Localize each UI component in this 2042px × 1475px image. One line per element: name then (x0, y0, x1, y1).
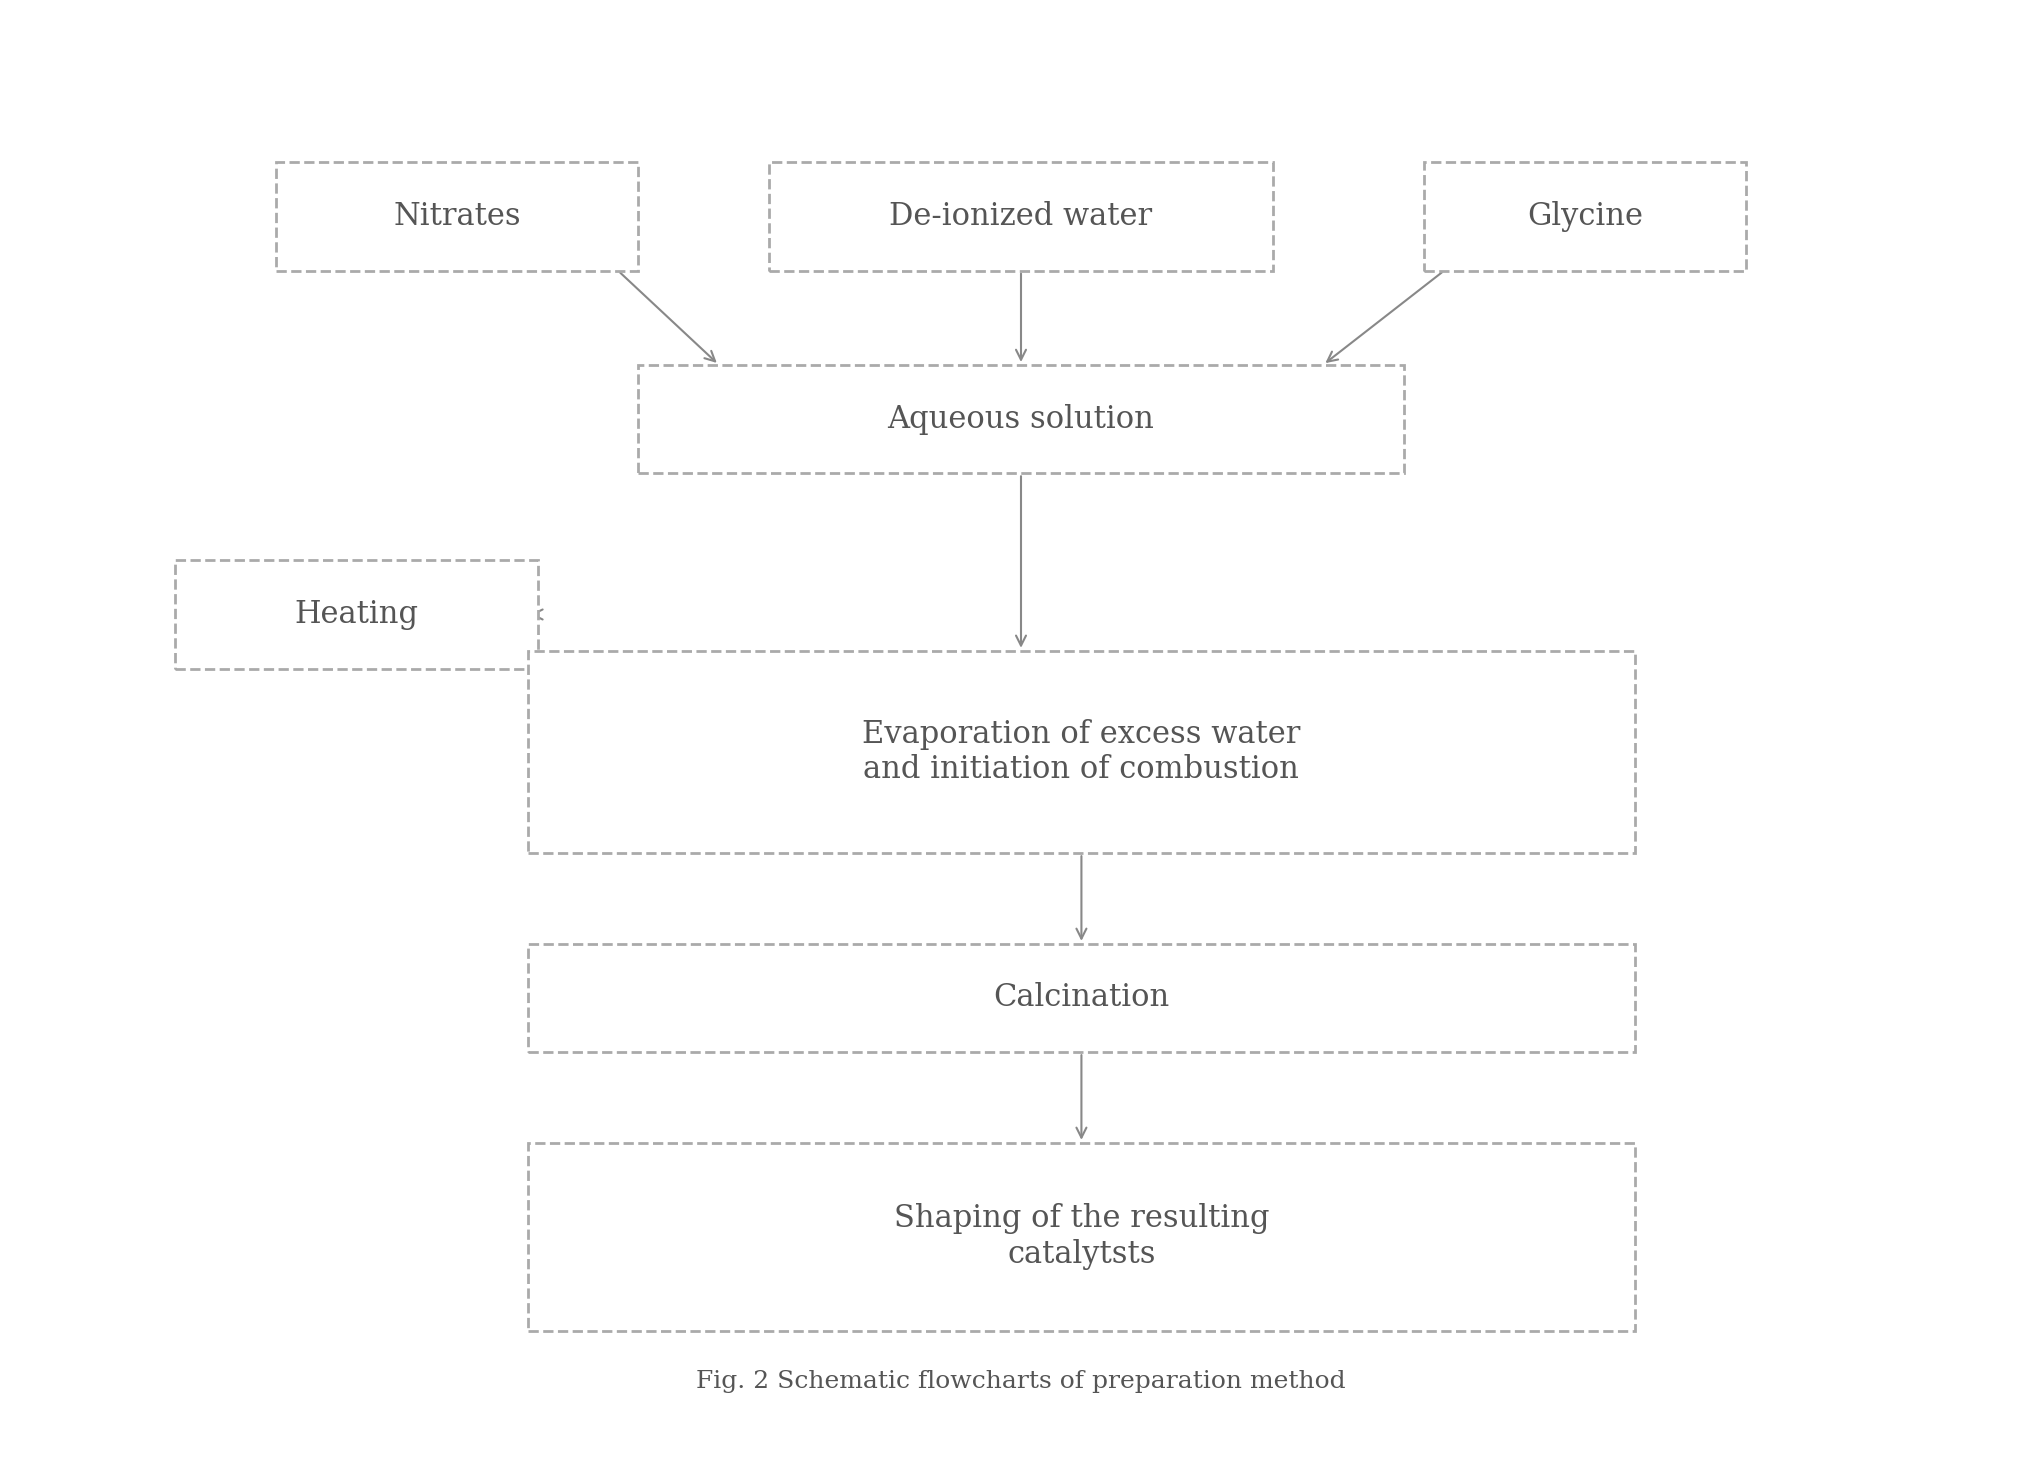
Bar (176, 560, 537, 668)
Bar (1423, 162, 1746, 271)
Bar (527, 1143, 1636, 1330)
Text: Glycine: Glycine (1527, 201, 1644, 232)
Bar (527, 944, 1636, 1052)
Bar (527, 650, 1636, 853)
Text: Aqueous solution: Aqueous solution (888, 404, 1154, 435)
Bar (276, 162, 639, 271)
Bar (770, 162, 1272, 271)
Bar (639, 364, 1403, 473)
Text: De-ionized water: De-ionized water (890, 201, 1152, 232)
Text: Fig. 2 Schematic flowcharts of preparation method: Fig. 2 Schematic flowcharts of preparati… (696, 1370, 1346, 1392)
Text: Shaping of the resulting
catalytsts: Shaping of the resulting catalytsts (894, 1204, 1270, 1270)
Text: Evaporation of excess water
and initiation of combustion: Evaporation of excess water and initiati… (862, 718, 1301, 785)
Text: Calcination: Calcination (992, 982, 1170, 1013)
Text: Nitrates: Nitrates (394, 201, 521, 232)
Text: Heating: Heating (294, 599, 419, 630)
